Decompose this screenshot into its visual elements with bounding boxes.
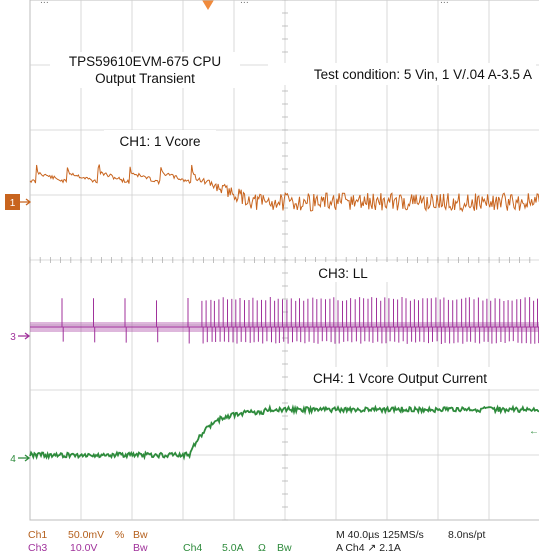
ch4-output-current-trace [29, 403, 539, 461]
top-right-text: ... [440, 0, 449, 6]
ch3-marker-arrow [18, 332, 31, 340]
center-axis-ticks [29, 0, 531, 521]
top-center-text: ... [240, 0, 249, 6]
ch1-marker-arrow [20, 198, 32, 206]
series-label-ch1: CH1: 1 Vcore [119, 134, 200, 149]
chart-title-line-2: Output Transient [95, 71, 195, 86]
ch1-label: Ch1 [28, 529, 47, 541]
waveforms [29, 164, 539, 461]
ch3-label-bg [300, 262, 400, 282]
ch3-switch-node-trace [30, 297, 539, 344]
ch1-marker-label: 1 [10, 198, 16, 209]
ch4-bw: Bw [277, 542, 292, 554]
trigger-readout: A Ch4 ↗ 2.1A [336, 542, 401, 554]
ch3-trace-band [30, 322, 539, 332]
ch3-scale: 10.0V [70, 542, 97, 554]
ch4-marker-label: 4 [10, 454, 16, 465]
annotations: TPS59610EVM-675 CPU Output Transient Tes… [50, 52, 536, 389]
ch4-label-bg [292, 367, 510, 389]
ch4-marker-arrow [18, 454, 31, 462]
series-label-ch3: CH3: LL [318, 266, 368, 281]
ch4-label: Ch4 [183, 542, 202, 554]
chart-title-line-1: TPS59610EVM-675 CPU [69, 54, 221, 69]
title-label-bg [50, 52, 240, 88]
ch3-marker-label: 3 [10, 332, 16, 343]
test-condition: Test condition: 5 Vin, 1 V/.04 A-3.5 A [314, 67, 532, 82]
status-readout: Ch1 50.0mV % Bw Ch3 10.0V Bw Ch4 5.0A Ω … [28, 529, 485, 554]
ch4-scale: 5.0A [222, 542, 244, 554]
ch4-unit: Ω [258, 542, 266, 554]
ch1-scale: 50.0mV [68, 529, 104, 541]
ch1-marker-box [5, 194, 20, 210]
timebase-readout: M 40.0µs 125MS/s [336, 529, 424, 541]
trigger-position-icon [202, 0, 214, 10]
top-left-text: ... [40, 0, 49, 6]
channel-markers: 1 3 4 ← [5, 194, 539, 465]
trigger-level-arrow-icon: ← [529, 426, 539, 437]
resolution-readout: 8.0ns/pt [448, 529, 485, 541]
test-condition-bg [268, 63, 536, 85]
ch3-label: Ch3 [28, 542, 47, 554]
ch3-bw: Bw [133, 542, 148, 554]
ch1-flag: % [115, 529, 124, 541]
ch1-vcore-trace [29, 164, 539, 213]
ch1-label-bg [104, 130, 216, 150]
series-label-ch4: CH4: 1 Vcore Output Current [313, 371, 487, 386]
ch1-bw: Bw [133, 529, 148, 541]
